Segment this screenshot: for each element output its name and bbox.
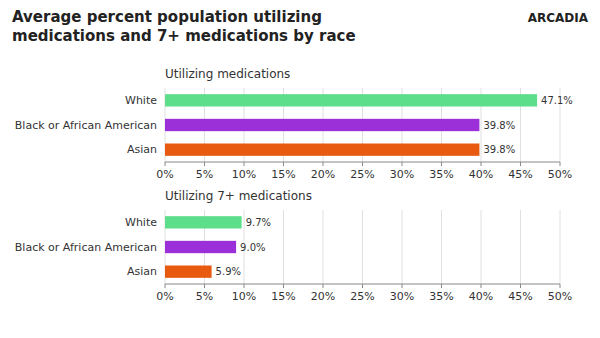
category-label: White: [125, 216, 157, 229]
tick-mark: [323, 284, 324, 288]
category-label: White: [125, 94, 157, 107]
bars: [165, 216, 242, 278]
data-label: 5.9%: [216, 266, 241, 277]
grid-line: [323, 210, 324, 284]
tick-label: 5%: [196, 290, 213, 303]
tick-label: 40%: [469, 168, 493, 181]
data-label: 39.8%: [483, 120, 515, 131]
data-label: 47.1%: [541, 95, 573, 106]
grid-line: [441, 210, 442, 284]
bar: [165, 266, 212, 278]
tick-mark: [402, 284, 403, 288]
tick-mark: [362, 162, 363, 166]
tick-mark: [560, 284, 561, 288]
bar-chart: Utilizing 7+ medications 0% 5% 10% 15% 20% 25%…: [15, 189, 572, 303]
category-label: Black or African American: [15, 241, 157, 254]
category-label: Black or African American: [15, 119, 157, 132]
tick-mark: [165, 284, 166, 288]
tick-label: 10%: [232, 290, 256, 303]
tick-label: 35%: [429, 290, 453, 303]
tick-label: 50%: [548, 168, 572, 181]
grid-line: [362, 210, 363, 284]
tick-label: 15%: [271, 290, 295, 303]
tick-mark: [204, 284, 205, 288]
tick-label: 0%: [156, 290, 173, 303]
tick-mark: [441, 162, 442, 166]
bar: [165, 94, 537, 106]
tick-mark: [481, 162, 482, 166]
tick-label: 40%: [469, 290, 493, 303]
tick-mark: [362, 284, 363, 288]
bar-chart: Utilizing medications 0% 5% 10% 15% 20% 25% 30%…: [15, 67, 573, 181]
tick-mark: [323, 162, 324, 166]
section-label: Utilizing 7+ medications: [165, 189, 312, 203]
title: Average percent population utilizingmedi…: [12, 8, 356, 45]
tick-label: 50%: [548, 290, 572, 303]
tick-label: 25%: [350, 168, 374, 181]
x-axis: [165, 162, 560, 163]
category-label: Asian: [127, 265, 157, 278]
tick-label: 20%: [311, 168, 335, 181]
tick-mark: [481, 284, 482, 288]
x-axis: [165, 284, 560, 285]
tick-mark: [283, 284, 284, 288]
tick-mark: [244, 284, 245, 288]
tick-mark: [441, 284, 442, 288]
bar: [165, 216, 242, 228]
bars: [165, 94, 537, 156]
tick-mark: [244, 162, 245, 166]
grid-line: [520, 210, 521, 284]
category-label: Asian: [127, 143, 157, 156]
tick-mark: [402, 162, 403, 166]
annotation: ARCADIA: [528, 11, 589, 25]
tick-label: 15%: [271, 168, 295, 181]
bar: [165, 119, 479, 131]
grid-line: [402, 210, 403, 284]
tick-label: 30%: [390, 168, 414, 181]
tick-mark: [560, 162, 561, 166]
tick-label: 45%: [508, 290, 532, 303]
grid-line: [481, 210, 482, 284]
grid-line: [560, 210, 561, 284]
tick-label: 30%: [390, 290, 414, 303]
tick-label: 0%: [156, 168, 173, 181]
tick-label: 20%: [311, 290, 335, 303]
data-label: 9.0%: [240, 242, 265, 253]
bar: [165, 241, 236, 253]
tick-mark: [204, 162, 205, 166]
bar: [165, 144, 479, 156]
tick-mark: [283, 162, 284, 166]
tick-label: 10%: [232, 168, 256, 181]
grid-line: [283, 210, 284, 284]
tick-mark: [165, 162, 166, 166]
section-label: Utilizing medications: [165, 67, 290, 81]
tick-label: 45%: [508, 168, 532, 181]
tick-mark: [520, 162, 521, 166]
tick-mark: [520, 284, 521, 288]
tick-label: 5%: [196, 168, 213, 181]
chart-canvas: Average percent population utilizingmedi…: [0, 0, 600, 338]
data-label: 39.8%: [483, 144, 515, 155]
tick-label: 35%: [429, 168, 453, 181]
tick-label: 25%: [350, 290, 374, 303]
data-label: 9.7%: [246, 217, 271, 228]
